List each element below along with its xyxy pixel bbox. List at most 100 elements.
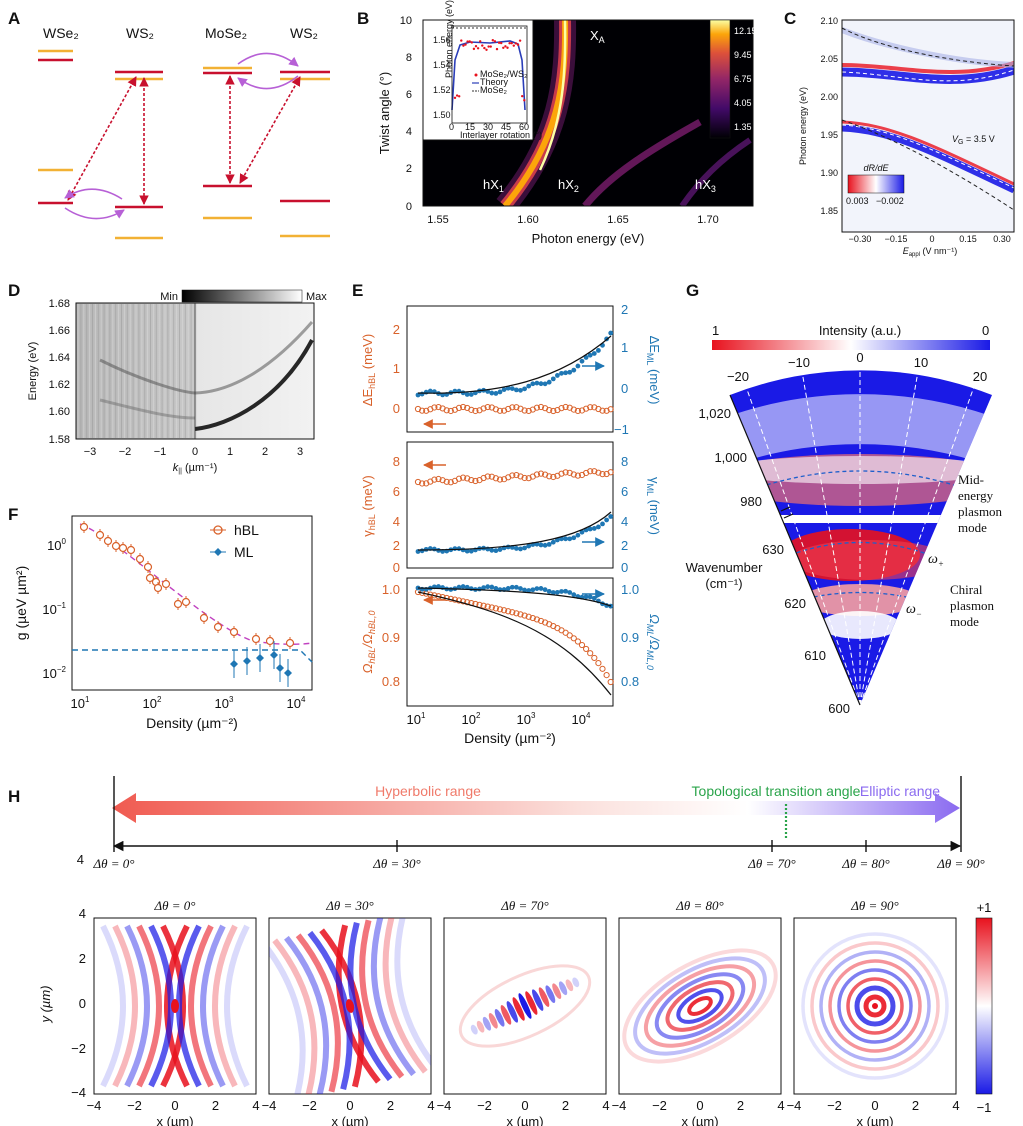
inset-point bbox=[481, 44, 483, 46]
h-transition-label: Topological transition angle bbox=[692, 783, 861, 799]
e3-hbl-point bbox=[584, 646, 589, 651]
f-ylabel: g (µeV µm²) bbox=[13, 566, 29, 640]
e2-ml-point bbox=[604, 518, 609, 523]
h-subplot: Δθ = 90°−4 −2 0 2 4x (µm) bbox=[787, 898, 960, 1126]
xtick: 0 bbox=[192, 446, 198, 458]
h-xtick: 4 bbox=[602, 1098, 609, 1113]
panel-letter-f: F bbox=[8, 505, 18, 524]
legend-ml: ML bbox=[234, 544, 254, 560]
inset-point bbox=[519, 39, 521, 41]
e1-ml-point bbox=[494, 391, 499, 396]
e2-ml-point bbox=[600, 521, 605, 526]
e3-hbl-point bbox=[596, 661, 601, 666]
h-subplot: Δθ = 80°−4 −2 0 2 4x (µm) bbox=[606, 898, 793, 1126]
e2-ml-point bbox=[596, 525, 601, 530]
xtick: −1 bbox=[154, 446, 167, 458]
e2-left-tick: 2 bbox=[393, 538, 400, 553]
g-wn-tick: 980 bbox=[740, 494, 762, 509]
g-wn-tick: 1,020 bbox=[698, 406, 731, 421]
e1-ml-point bbox=[596, 348, 601, 353]
e1-ml-point bbox=[539, 381, 544, 386]
e1-ml-point bbox=[498, 390, 503, 395]
e2-right-tick: 2 bbox=[621, 538, 628, 553]
h-xtick: 2 bbox=[912, 1098, 919, 1113]
e3-ml-point bbox=[563, 589, 568, 594]
g-mode1: energy bbox=[958, 488, 994, 503]
f-ml-point bbox=[276, 664, 284, 672]
h-subplot-title: Δθ = 70° bbox=[500, 898, 549, 913]
inset-ytick: 1.56 bbox=[433, 35, 451, 45]
e2-ml-point bbox=[489, 548, 494, 553]
panel-f-legend: hBL ML bbox=[210, 522, 259, 560]
f-hbl-point bbox=[113, 543, 120, 550]
e3-ml-point bbox=[485, 584, 490, 589]
g-mode1: mode bbox=[958, 520, 987, 535]
inset-point bbox=[494, 40, 496, 42]
inset-point bbox=[490, 45, 492, 47]
panel-letter-c: C bbox=[784, 9, 796, 28]
h-xtick: −4 bbox=[437, 1098, 452, 1113]
g-omega-plus: ω+ bbox=[928, 552, 944, 569]
e1-right-tick: 2 bbox=[621, 302, 628, 317]
f-xtick: 101 bbox=[71, 695, 90, 711]
e1-ml-point bbox=[535, 381, 540, 386]
f-ml-point bbox=[270, 651, 278, 659]
ytick: 1.66 bbox=[49, 325, 70, 337]
e1-ml-point bbox=[567, 370, 572, 375]
panel-c-xlabel: Eappl (V nm⁻¹) bbox=[903, 246, 958, 258]
h-xtick: −4 bbox=[87, 1098, 102, 1113]
inset-legend: MoSe₂ bbox=[480, 85, 508, 95]
panel-letter-b: B bbox=[357, 9, 369, 28]
e1-fit bbox=[418, 336, 611, 393]
cbar-min: 0.003 bbox=[846, 196, 869, 206]
h-ytick: 0 bbox=[79, 996, 86, 1011]
e1-ml-point bbox=[465, 392, 470, 397]
f-hbl-point bbox=[163, 581, 170, 588]
inset-ytick: 1.54 bbox=[433, 60, 451, 70]
f-hbl-point bbox=[155, 585, 162, 592]
e1-ml-point bbox=[543, 381, 548, 386]
h-xtick: 4 bbox=[252, 1098, 259, 1113]
h-xtick: 2 bbox=[737, 1098, 744, 1113]
e3-ml-point bbox=[510, 585, 515, 590]
h-axis-tick: Δθ = 90° bbox=[936, 856, 985, 871]
e1-ml-point bbox=[555, 373, 560, 378]
panel-letter-d: D bbox=[8, 281, 20, 300]
h-xtick: −2 bbox=[652, 1098, 667, 1113]
e3-hbl-point bbox=[588, 651, 593, 656]
e2-left-tick: 0 bbox=[393, 560, 400, 575]
cbar-min: Min bbox=[160, 291, 178, 303]
h-xlabel: x (µm) bbox=[156, 1114, 193, 1126]
e2-ml-point bbox=[567, 536, 572, 541]
cbar-tick: 6.75 bbox=[734, 74, 752, 84]
xtick: 1 bbox=[227, 446, 233, 458]
e2-ml-point bbox=[453, 546, 458, 551]
h-cbar-max: +1 bbox=[977, 900, 992, 915]
e3-ml-point bbox=[567, 590, 572, 595]
e2-ml-point bbox=[608, 514, 613, 519]
h-xtick: −2 bbox=[302, 1098, 317, 1113]
e2-left-tick: 4 bbox=[393, 514, 400, 529]
ytick: 2.10 bbox=[820, 16, 838, 26]
g-ylabel: Wavenumber bbox=[686, 560, 763, 575]
e3-left-tick: 1.0 bbox=[382, 582, 400, 597]
e2-ml-point bbox=[506, 545, 511, 550]
h-xtick: 4 bbox=[777, 1098, 784, 1113]
g-angle-tick: 20 bbox=[973, 369, 987, 384]
panel-e-three-plots: 2 1 0 2 1 0 −1 8 6 4 2 0 8 6 4 2 0 1.0 0… bbox=[360, 302, 662, 746]
xtick: 1.65 bbox=[607, 214, 628, 226]
e1-ml-point bbox=[592, 351, 597, 356]
e3-ml-point bbox=[547, 589, 552, 594]
f-hbl-point bbox=[137, 556, 144, 563]
e3-fit-hbl bbox=[418, 592, 611, 695]
e2-right-tick: 8 bbox=[621, 454, 628, 469]
e1-left-tick: 2 bbox=[393, 322, 400, 337]
inset-point bbox=[456, 94, 458, 96]
inset-point bbox=[513, 44, 515, 46]
panel-b-colorbar bbox=[710, 20, 730, 138]
inset-xtick: 0 bbox=[449, 122, 454, 132]
e1-right-ylabel: ΔEML (meV) bbox=[645, 336, 662, 405]
cbar-tick: 9.45 bbox=[734, 50, 752, 60]
e2-ml-point bbox=[514, 546, 519, 551]
inset-point bbox=[458, 95, 460, 97]
